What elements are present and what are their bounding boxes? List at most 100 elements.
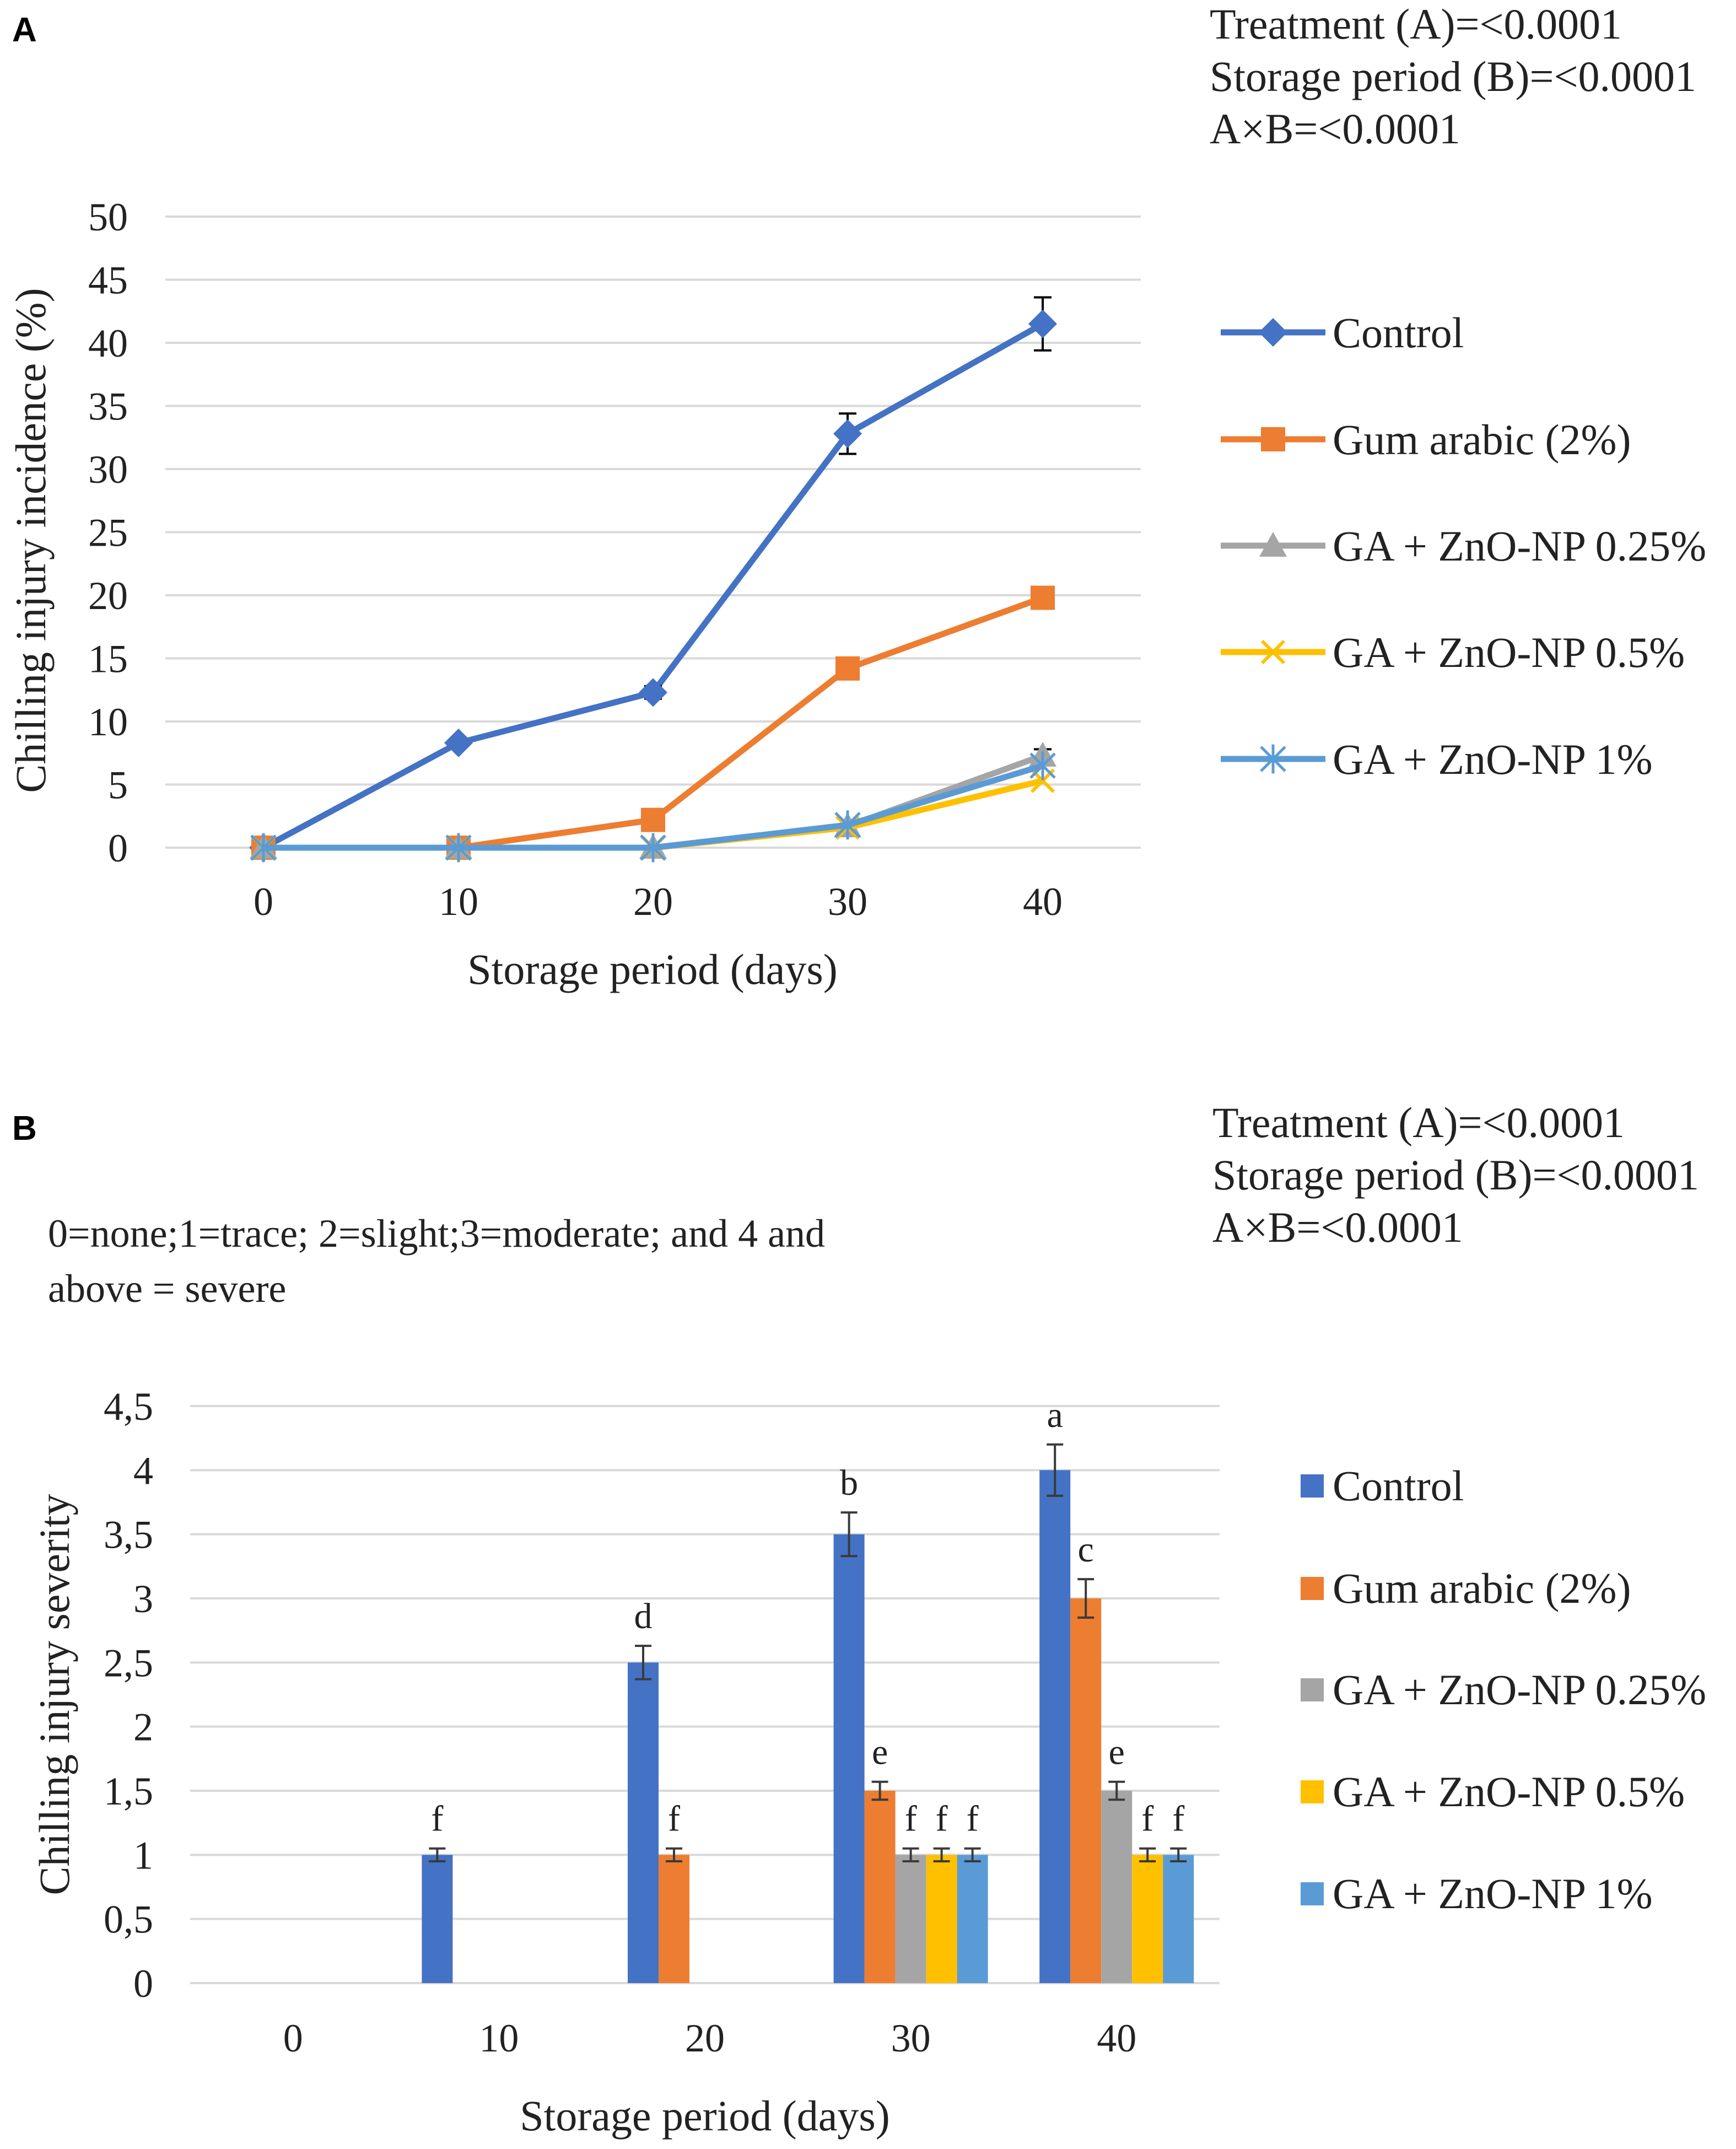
severity-significance-letter: f xyxy=(668,1799,680,1839)
incidence-legend-marker xyxy=(1259,318,1287,347)
severity-y-tick-label: 1 xyxy=(133,1833,153,1877)
incidence-series-control xyxy=(249,296,1057,862)
severity-x-tick-label: 40 xyxy=(1097,2016,1136,2060)
severity-error-bar xyxy=(902,1847,919,1862)
panel-b-stat-treatment: Treatment (A)=<0.0001 xyxy=(1212,1098,1625,1146)
severity-significance-letter: a xyxy=(1047,1395,1063,1435)
severity-legend: Control Gum arabic (2%) GA + ZnO-NP 0.25% G… xyxy=(1301,1462,1706,1918)
severity-bar-ga-zno-np-1 xyxy=(1163,1855,1194,1983)
incidence-point-ga-zno-np-1 xyxy=(1029,751,1056,780)
incidence-point-ga-zno-np-1 xyxy=(445,833,472,863)
panel-a-letter: A xyxy=(12,11,37,49)
severity-error-bar xyxy=(964,1847,981,1862)
incidence-legend-item: Control xyxy=(1221,309,1464,357)
severity-legend-label: GA + ZnO-NP 1% xyxy=(1333,1870,1653,1918)
severity-bar-ga-zno-np-0-25 xyxy=(1101,1791,1133,1983)
severity-error-bar xyxy=(1047,1443,1064,1497)
incidence-legend: Control Gum arabic (2%) GA + ZnO-NP 0.25% G… xyxy=(1221,309,1706,783)
severity-bar-control xyxy=(628,1662,659,1983)
incidence-y-tick-label: 25 xyxy=(88,511,128,555)
severity-error-bar xyxy=(666,1847,682,1862)
incidence-legend-marker xyxy=(1259,532,1287,557)
severity-y-tick-label: 0 xyxy=(133,1962,153,2006)
incidence-y-tick-label: 40 xyxy=(88,321,128,365)
severity-y-tick-label: 2,5 xyxy=(104,1641,153,1685)
severity-x-axis-title: Storage period (days) xyxy=(520,2092,889,2140)
severity-error-bar xyxy=(635,1645,651,1681)
severity-legend-swatch xyxy=(1301,1474,1324,1498)
severity-bar-gum-arabic-2 xyxy=(864,1791,896,1983)
severity-significance-letter: b xyxy=(840,1463,858,1503)
severity-bar-ga-zno-np-0-5 xyxy=(926,1855,957,1983)
incidence-point-ga-zno-np-1 xyxy=(250,833,277,863)
incidence-point-ga-zno-np-1 xyxy=(640,833,666,863)
severity-significance-letter: f xyxy=(431,1799,443,1839)
severity-bar-control xyxy=(422,1855,453,1983)
incidence-y-tick-label: 15 xyxy=(88,637,128,681)
severity-legend-label: GA + ZnO-NP 0.5% xyxy=(1333,1768,1685,1816)
severity-series-control: f d b a xyxy=(422,1395,1071,1983)
severity-series-ga-zno-np-0-25: fe xyxy=(895,1732,1133,1983)
incidence-point-gum-arabic-2 xyxy=(1031,585,1055,610)
severity-significance-letter: d xyxy=(634,1596,653,1636)
panel-a-stat-storage: Storage period (B)=<0.0001 xyxy=(1210,52,1696,100)
severity-scale-note-line1: 0=none;1=trace; 2=slight;3=moderate; and… xyxy=(48,1211,825,1256)
incidence-x-tick-label: 30 xyxy=(828,880,867,924)
incidence-x-tick-label: 10 xyxy=(439,880,478,924)
panel-a-stat-treatment: Treatment (A)=<0.0001 xyxy=(1210,0,1622,48)
severity-legend-swatch xyxy=(1301,1882,1324,1905)
severity-y-tick-label: 0,5 xyxy=(104,1898,153,1942)
panel-b-stat-storage: Storage period (B)=<0.0001 xyxy=(1212,1151,1699,1199)
panel-b-letter: B xyxy=(12,1109,37,1148)
incidence-x-ticks: 0 10 20 30 40 xyxy=(254,880,1063,924)
incidence-legend-item: GA + ZnO-NP 1% xyxy=(1221,735,1653,783)
severity-significance-letter: e xyxy=(872,1732,888,1773)
incidence-y-tick-label: 10 xyxy=(88,700,128,744)
severity-bar-ga-zno-np-1 xyxy=(957,1855,988,1983)
incidence-series xyxy=(249,296,1057,863)
incidence-point-control xyxy=(444,728,473,757)
incidence-legend-marker xyxy=(1261,427,1285,451)
severity-bar-gum-arabic-2 xyxy=(659,1855,689,1983)
severity-significance-letter: c xyxy=(1078,1529,1094,1570)
incidence-y-tick-label: 45 xyxy=(88,258,128,303)
severity-series-gum-arabic-2: f e c xyxy=(659,1529,1102,1983)
severity-error-bar xyxy=(840,1511,858,1558)
severity-legend-item: GA + ZnO-NP 1% xyxy=(1301,1870,1653,1918)
severity-y-axis-title: Chilling injury severity xyxy=(30,1494,78,1895)
incidence-legend-item: Gum arabic (2%) xyxy=(1221,416,1631,464)
severity-legend-swatch xyxy=(1301,1678,1324,1701)
severity-y-tick-label: 4 xyxy=(133,1448,153,1493)
severity-legend-swatch xyxy=(1301,1780,1324,1803)
incidence-legend-label: GA + ZnO-NP 1% xyxy=(1333,735,1653,783)
incidence-point-ga-zno-np-1 xyxy=(834,810,861,840)
incidence-point-gum-arabic-2 xyxy=(641,807,665,832)
severity-y-tick-label: 3,5 xyxy=(104,1513,153,1557)
severity-error-bar xyxy=(1077,1578,1095,1619)
incidence-series-ga-zno-np-1 xyxy=(250,751,1056,863)
incidence-line-chart: 0 5 10 15 20 25 30 35 40 45 50 0 10 20 30 40 Storage p… xyxy=(7,195,1706,993)
incidence-x-axis-title: Storage period (days) xyxy=(467,945,837,993)
incidence-legend-label: GA + ZnO-NP 0.25% xyxy=(1333,522,1706,570)
incidence-point-control xyxy=(1028,309,1057,338)
severity-legend-label: Control xyxy=(1333,1462,1464,1510)
incidence-legend-item: GA + ZnO-NP 0.25% xyxy=(1221,522,1706,570)
incidence-legend-label: GA + ZnO-NP 0.5% xyxy=(1333,628,1685,676)
severity-legend-item: Gum arabic (2%) xyxy=(1301,1564,1631,1612)
incidence-line-control xyxy=(262,321,1044,850)
incidence-legend-marker xyxy=(1260,744,1286,774)
severity-x-ticks: 0 10 20 30 40 xyxy=(283,2016,1136,2060)
severity-y-ticks: 0 0,5 1 1,5 2 2,5 3 3,5 4 4,5 xyxy=(104,1385,153,2006)
incidence-y-tick-label: 30 xyxy=(88,448,128,492)
incidence-point-control xyxy=(833,419,862,448)
severity-y-tick-label: 3 xyxy=(133,1577,153,1621)
severity-error-bar xyxy=(1108,1780,1125,1801)
severity-legend-item: Control xyxy=(1301,1462,1464,1510)
incidence-y-ticks: 0 5 10 15 20 25 30 35 40 45 50 xyxy=(88,195,128,870)
incidence-legend-marker xyxy=(1260,639,1286,665)
incidence-gridlines xyxy=(165,216,1141,849)
incidence-y-tick-label: 0 xyxy=(108,826,128,870)
severity-y-tick-label: 2 xyxy=(133,1705,153,1749)
severity-significance-letter: f xyxy=(1172,1799,1184,1839)
